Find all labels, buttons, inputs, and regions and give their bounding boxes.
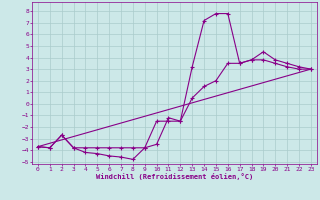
X-axis label: Windchill (Refroidissement éolien,°C): Windchill (Refroidissement éolien,°C) bbox=[96, 173, 253, 180]
